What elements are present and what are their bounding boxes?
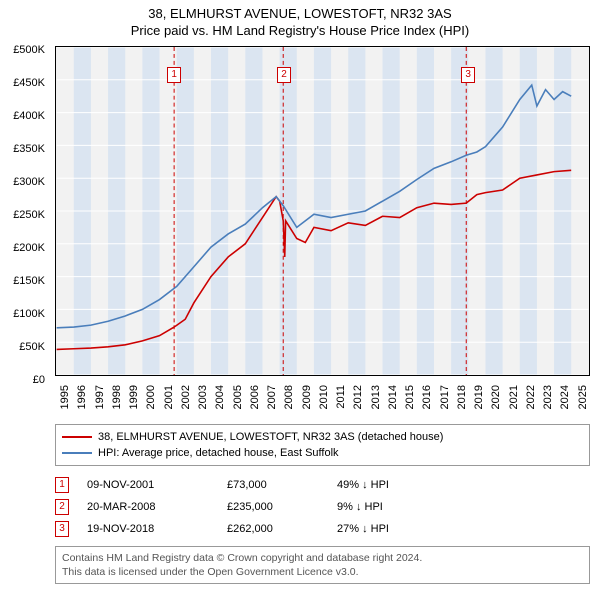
event-row-marker: 1 — [55, 477, 69, 493]
chart-plot-area: 1 2 3 — [55, 46, 590, 376]
attribution-footer: Contains HM Land Registry data © Crown c… — [55, 546, 590, 584]
event-date: 20-MAR-2008 — [87, 501, 227, 513]
footer-line2: This data is licensed under the Open Gov… — [62, 565, 583, 579]
y-tick-label: £350K — [13, 143, 45, 155]
x-tick-label: 2000 — [145, 385, 157, 409]
x-tick-label: 2009 — [301, 385, 313, 409]
event-marker-1: 1 — [167, 67, 181, 83]
x-tick-label: 2022 — [525, 385, 537, 409]
y-tick-label: £450K — [13, 77, 45, 89]
x-tick-label: 2018 — [456, 385, 468, 409]
event-row: 2 20-MAR-2008£235,0009% ↓ HPI — [55, 496, 590, 518]
x-tick-label: 1999 — [128, 385, 140, 409]
legend-box: 38, ELMHURST AVENUE, LOWESTOFT, NR32 3AS… — [55, 424, 590, 466]
x-tick-label: 2023 — [542, 385, 554, 409]
event-diff: 9% ↓ HPI — [337, 501, 437, 513]
x-tick-label: 2005 — [232, 385, 244, 409]
y-tick-label: £200K — [13, 242, 45, 254]
y-tick-label: £50K — [19, 341, 45, 353]
y-tick-label: £400K — [13, 110, 45, 122]
x-tick-label: 2015 — [404, 385, 416, 409]
x-tick-label: 2017 — [439, 385, 451, 409]
legend-swatch-hpi — [62, 452, 92, 454]
footer-line1: Contains HM Land Registry data © Crown c… — [62, 551, 583, 565]
x-tick-label: 1996 — [76, 385, 88, 409]
event-date: 09-NOV-2001 — [87, 479, 227, 491]
x-tick-label: 2016 — [421, 385, 433, 409]
x-tick-label: 2006 — [249, 385, 261, 409]
y-tick-label: £300K — [13, 176, 45, 188]
legend-label-price-paid: 38, ELMHURST AVENUE, LOWESTOFT, NR32 3AS… — [98, 431, 443, 443]
x-tick-label: 2007 — [266, 385, 278, 409]
event-marker-3: 3 — [461, 67, 475, 83]
x-tick-label: 1998 — [111, 385, 123, 409]
y-tick-label: £0 — [33, 374, 45, 386]
chart-lines-svg — [56, 47, 589, 375]
y-tick-label: £100K — [13, 308, 45, 320]
x-tick-label: 2001 — [163, 385, 175, 409]
x-axis-labels: 1995 1996 1997 1998 1999 2000 2001 2002 2003 2004… — [55, 385, 590, 430]
y-tick-label: £150K — [13, 275, 45, 287]
x-tick-label: 2008 — [283, 385, 295, 409]
legend-label-hpi: HPI: Average price, detached house, East… — [98, 447, 339, 459]
x-tick-label: 2004 — [214, 385, 226, 409]
x-tick-label: 2012 — [352, 385, 364, 409]
x-tick-label: 2021 — [508, 385, 520, 409]
event-date: 19-NOV-2018 — [87, 523, 227, 535]
title-subtitle: Price paid vs. HM Land Registry's House … — [0, 23, 600, 38]
event-price: £73,000 — [227, 479, 337, 491]
event-price: £262,000 — [227, 523, 337, 535]
x-tick-label: 2003 — [197, 385, 209, 409]
y-axis-labels: £0£50K£100K£150K£200K£250K£300K£350K£400… — [0, 50, 50, 380]
event-row-marker: 3 — [55, 521, 69, 537]
y-tick-label: £500K — [13, 44, 45, 56]
event-row: 1 09-NOV-2001£73,00049% ↓ HPI — [55, 474, 590, 496]
event-row-marker: 2 — [55, 499, 69, 515]
event-diff: 27% ↓ HPI — [337, 523, 437, 535]
x-tick-label: 2014 — [387, 385, 399, 409]
event-marker-2: 2 — [277, 67, 291, 83]
x-tick-label: 2011 — [335, 385, 347, 409]
x-tick-label: 2010 — [318, 385, 330, 409]
x-tick-label: 2024 — [559, 385, 571, 409]
title-address: 38, ELMHURST AVENUE, LOWESTOFT, NR32 3AS — [0, 6, 600, 21]
legend-item-price-paid: 38, ELMHURST AVENUE, LOWESTOFT, NR32 3AS… — [62, 429, 583, 445]
legend-swatch-price-paid — [62, 436, 92, 438]
events-table: 1 09-NOV-2001£73,00049% ↓ HPI 2 20-MAR-2008… — [55, 474, 590, 540]
x-tick-label: 2013 — [370, 385, 382, 409]
chart-container: 38, ELMHURST AVENUE, LOWESTOFT, NR32 3AS… — [0, 0, 600, 590]
event-row: 3 19-NOV-2018£262,00027% ↓ HPI — [55, 518, 590, 540]
event-price: £235,000 — [227, 501, 337, 513]
y-tick-label: £250K — [13, 209, 45, 221]
x-tick-label: 1997 — [94, 385, 106, 409]
event-diff: 49% ↓ HPI — [337, 479, 437, 491]
x-tick-label: 2019 — [473, 385, 485, 409]
x-tick-label: 2002 — [180, 385, 192, 409]
title-block: 38, ELMHURST AVENUE, LOWESTOFT, NR32 3AS… — [0, 0, 600, 38]
legend-item-hpi: HPI: Average price, detached house, East… — [62, 445, 583, 461]
x-tick-label: 1995 — [59, 385, 71, 409]
x-tick-label: 2020 — [490, 385, 502, 409]
x-tick-label: 2025 — [577, 385, 589, 409]
